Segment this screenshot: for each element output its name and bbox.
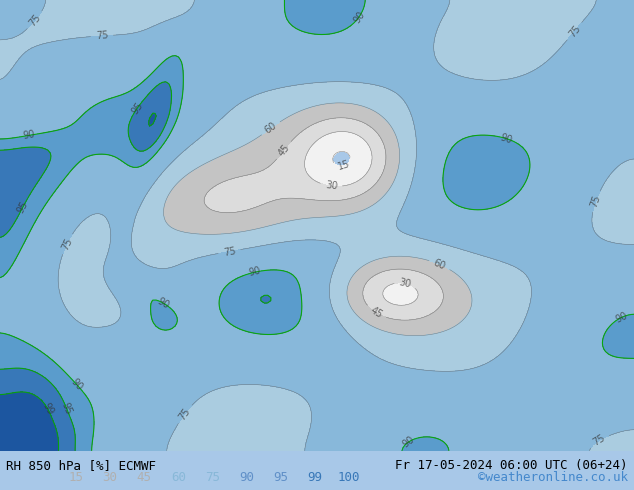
Text: 75: 75 <box>177 406 192 422</box>
Text: 30: 30 <box>325 180 338 192</box>
Text: 90: 90 <box>68 376 84 392</box>
Text: Fr 17-05-2024 06:00 UTC (06+24): Fr 17-05-2024 06:00 UTC (06+24) <box>395 459 628 472</box>
Text: 45: 45 <box>137 471 152 484</box>
Text: 75: 75 <box>95 30 108 41</box>
Text: 75: 75 <box>60 236 74 252</box>
Text: 75: 75 <box>223 245 236 258</box>
Text: 75: 75 <box>205 471 220 484</box>
Text: 90: 90 <box>22 129 36 142</box>
Text: 45: 45 <box>276 142 292 158</box>
Text: 60: 60 <box>263 121 279 136</box>
Text: 90: 90 <box>156 296 171 311</box>
Text: 90: 90 <box>499 132 514 146</box>
Text: 90: 90 <box>351 9 366 25</box>
Text: RH 850 hPa [%] ECMWF: RH 850 hPa [%] ECMWF <box>6 459 157 472</box>
Text: 30: 30 <box>398 277 412 290</box>
Text: 15: 15 <box>68 471 84 484</box>
Text: 100: 100 <box>337 471 360 484</box>
Text: 75: 75 <box>591 433 607 448</box>
Text: 99: 99 <box>307 471 322 484</box>
Text: 60: 60 <box>432 257 447 271</box>
Text: 75: 75 <box>567 23 582 39</box>
Text: ©weatheronline.co.uk: ©weatheronline.co.uk <box>477 471 628 484</box>
Text: 90: 90 <box>614 310 629 325</box>
Text: 99: 99 <box>41 401 55 417</box>
Text: 30: 30 <box>103 471 118 484</box>
Text: 95: 95 <box>130 100 145 116</box>
Text: 95: 95 <box>273 471 288 484</box>
Text: 90: 90 <box>400 435 416 450</box>
Text: 90: 90 <box>248 266 262 278</box>
Text: 60: 60 <box>171 471 186 484</box>
Text: 75: 75 <box>589 194 602 209</box>
Text: 90: 90 <box>239 471 254 484</box>
Text: 75: 75 <box>27 12 43 28</box>
Text: 95: 95 <box>16 199 30 215</box>
Text: 15: 15 <box>337 159 351 172</box>
Text: 45: 45 <box>368 305 384 320</box>
Text: 95: 95 <box>60 401 74 416</box>
